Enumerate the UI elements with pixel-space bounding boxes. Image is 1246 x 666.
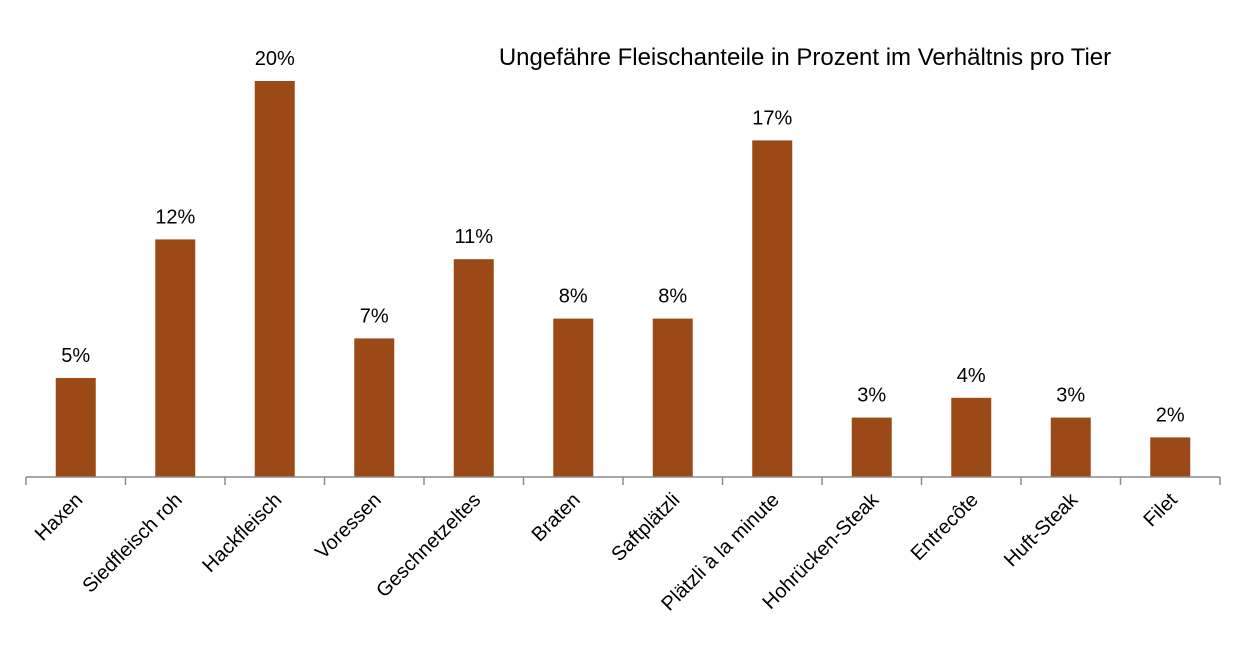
category-label-5: Braten [528, 489, 585, 546]
chart-title: Ungefähre Fleischanteile in Prozent im V… [499, 44, 1111, 71]
category-label-10: Huft-Steak [1000, 488, 1083, 571]
bar-8 [851, 417, 892, 477]
category-label-6: Saftplätzli [607, 489, 684, 566]
bar-0 [55, 378, 96, 477]
data-label-2: 20% [255, 48, 295, 70]
data-labels-group: 5% 12% 20% 7% 11% 8% 8% 17% 3% 4% 3% 2% [61, 48, 1185, 426]
data-label-8: 3% [857, 385, 886, 407]
bar-3 [354, 338, 395, 477]
data-label-5: 8% [559, 286, 588, 308]
data-label-0: 5% [61, 345, 90, 367]
category-label-9: Entrecôte [907, 489, 983, 565]
bar-11 [1150, 437, 1191, 477]
bar-4 [453, 259, 494, 477]
category-label-11: Filet [1140, 489, 1183, 532]
data-label-4: 11% [454, 226, 493, 248]
category-label-2: Hackfleisch [198, 489, 286, 577]
bar-1 [155, 239, 196, 477]
x-axis-ticks [25, 477, 1221, 485]
data-label-6: 8% [658, 286, 687, 308]
category-label-4: Geschnetzeltes [372, 489, 485, 602]
bars-group [55, 81, 1191, 477]
category-label-0: Haxen [31, 489, 87, 545]
data-label-9: 4% [957, 365, 986, 387]
bar-7 [752, 140, 793, 477]
category-label-3: Voressen [311, 489, 386, 564]
data-label-7: 17% [752, 107, 792, 129]
data-label-11: 2% [1156, 404, 1185, 426]
bar-2 [254, 81, 295, 477]
data-label-1: 12% [155, 206, 195, 228]
bar-9 [951, 397, 992, 477]
bar-5 [553, 318, 594, 477]
category-label-1: Siedfleisch roh [78, 489, 186, 597]
data-label-10: 3% [1056, 385, 1085, 407]
data-label-3: 7% [360, 305, 389, 327]
bar-6 [652, 318, 693, 477]
bar-10 [1050, 417, 1091, 477]
